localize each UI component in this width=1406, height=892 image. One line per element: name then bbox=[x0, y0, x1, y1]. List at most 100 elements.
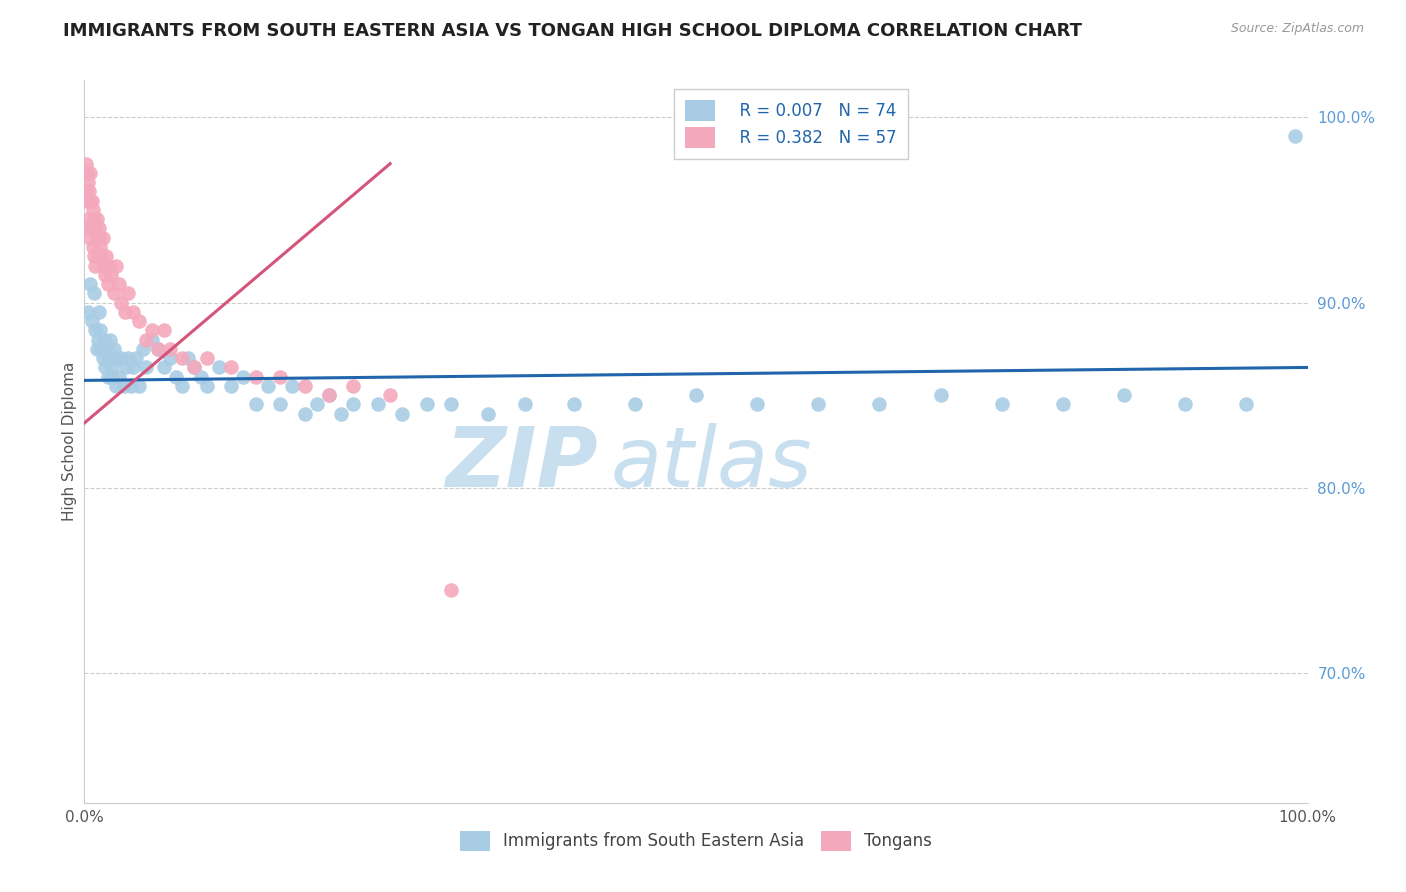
Point bbox=[98, 333, 121, 347]
Point bbox=[245, 397, 267, 411]
Point bbox=[294, 379, 316, 393]
Point bbox=[87, 249, 110, 263]
Point bbox=[82, 202, 104, 217]
Point bbox=[330, 407, 353, 421]
Point bbox=[79, 277, 101, 291]
Point bbox=[97, 259, 120, 273]
Point bbox=[440, 582, 463, 597]
Point bbox=[89, 240, 111, 254]
Point bbox=[80, 221, 103, 235]
Point bbox=[1114, 388, 1136, 402]
Point bbox=[84, 259, 107, 273]
Legend: Immigrants from South Eastern Asia, Tongans: Immigrants from South Eastern Asia, Tong… bbox=[451, 822, 941, 860]
Point bbox=[84, 221, 107, 235]
Point bbox=[104, 351, 127, 366]
Point bbox=[96, 249, 118, 263]
Point bbox=[103, 342, 125, 356]
Point bbox=[100, 369, 122, 384]
Point bbox=[305, 397, 328, 411]
Point bbox=[105, 379, 128, 393]
Point bbox=[132, 342, 155, 356]
Point bbox=[269, 369, 291, 384]
Point bbox=[84, 323, 107, 337]
Point bbox=[114, 305, 136, 319]
Point bbox=[146, 342, 169, 356]
Point bbox=[97, 277, 120, 291]
Point bbox=[190, 369, 212, 384]
Point bbox=[440, 397, 463, 411]
Point bbox=[294, 407, 316, 421]
Point bbox=[135, 360, 157, 375]
Point bbox=[103, 286, 125, 301]
Point bbox=[245, 369, 267, 384]
Point bbox=[183, 360, 205, 375]
Point bbox=[318, 388, 340, 402]
Point bbox=[101, 360, 124, 375]
Y-axis label: High School Diploma: High School Diploma bbox=[62, 362, 77, 521]
Point bbox=[219, 360, 242, 375]
Point bbox=[172, 351, 194, 366]
Point bbox=[165, 369, 187, 384]
Point bbox=[685, 388, 707, 402]
Point bbox=[219, 379, 242, 393]
Point bbox=[195, 379, 218, 393]
Point bbox=[105, 259, 128, 273]
Point bbox=[93, 259, 115, 273]
Point bbox=[416, 397, 439, 411]
Point bbox=[208, 360, 231, 375]
Point bbox=[80, 194, 103, 208]
Point bbox=[107, 369, 129, 384]
Point bbox=[76, 194, 98, 208]
Point bbox=[91, 231, 114, 245]
Point bbox=[1236, 397, 1258, 411]
Point bbox=[97, 351, 120, 366]
Point bbox=[1174, 397, 1197, 411]
Point bbox=[477, 407, 499, 421]
Point bbox=[86, 342, 108, 356]
Point bbox=[83, 249, 105, 263]
Point bbox=[117, 351, 139, 366]
Point bbox=[86, 212, 108, 227]
Text: Source: ZipAtlas.com: Source: ZipAtlas.com bbox=[1230, 22, 1364, 36]
Point bbox=[75, 156, 97, 170]
Point bbox=[110, 351, 132, 366]
Point bbox=[110, 295, 132, 310]
Point bbox=[195, 351, 218, 366]
Point bbox=[100, 268, 122, 282]
Point bbox=[807, 397, 830, 411]
Point bbox=[128, 379, 150, 393]
Point bbox=[87, 221, 110, 235]
Point bbox=[1052, 397, 1074, 411]
Point bbox=[117, 286, 139, 301]
Point bbox=[79, 231, 101, 245]
Point bbox=[89, 323, 111, 337]
Point bbox=[172, 379, 194, 393]
Point bbox=[869, 397, 891, 411]
Point bbox=[77, 305, 100, 319]
Point bbox=[153, 360, 176, 375]
Point bbox=[97, 369, 120, 384]
Point bbox=[624, 397, 647, 411]
Point bbox=[93, 333, 115, 347]
Point bbox=[146, 342, 169, 356]
Point bbox=[153, 323, 176, 337]
Point bbox=[82, 240, 104, 254]
Point bbox=[929, 388, 952, 402]
Point bbox=[83, 212, 105, 227]
Point bbox=[79, 194, 101, 208]
Point bbox=[135, 333, 157, 347]
Text: atlas: atlas bbox=[610, 423, 813, 504]
Point bbox=[318, 388, 340, 402]
Point bbox=[77, 185, 100, 199]
Point bbox=[96, 342, 118, 356]
Point bbox=[87, 333, 110, 347]
Point bbox=[115, 360, 138, 375]
Point bbox=[367, 397, 389, 411]
Point bbox=[122, 360, 145, 375]
Point bbox=[141, 323, 163, 337]
Point bbox=[391, 407, 413, 421]
Point bbox=[79, 166, 101, 180]
Point bbox=[112, 379, 135, 393]
Point bbox=[991, 397, 1014, 411]
Point bbox=[91, 351, 114, 366]
